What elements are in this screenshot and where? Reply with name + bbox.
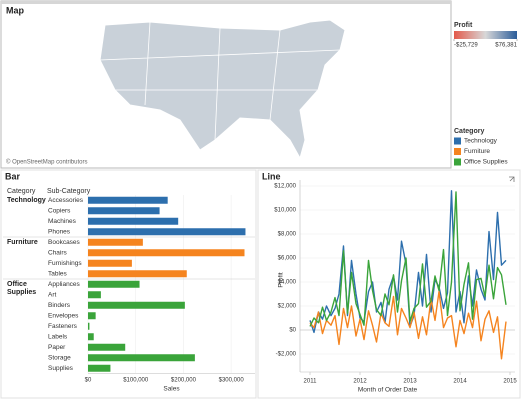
y-tick-label: $12,000 — [274, 184, 296, 190]
bar — [88, 343, 126, 351]
category-label: Appliances — [48, 281, 81, 288]
column-header: Sub-Category — [47, 188, 91, 195]
bar — [88, 354, 195, 362]
y-tick-label: $10,000 — [274, 208, 296, 214]
category-label: Machines — [48, 218, 77, 225]
x-tick-label: 2011 — [304, 379, 318, 385]
category-label: Fasteners — [48, 323, 78, 330]
category-legend-title: Category — [454, 128, 484, 135]
bar — [88, 217, 179, 225]
category-label: Bookcases — [48, 239, 81, 246]
chart-title: Line — [262, 171, 281, 181]
bar — [88, 301, 185, 309]
category-label: Storage — [48, 354, 71, 361]
category-label: Paper — [48, 344, 66, 351]
category-label: Binders — [48, 302, 71, 309]
x-tick-label: 2012 — [353, 379, 367, 385]
map-title: Map — [6, 5, 25, 15]
category-label: Art — [48, 291, 57, 298]
state-borders — [99, 21, 341, 141]
legend-title: Profit — [454, 22, 473, 29]
bar — [88, 238, 143, 246]
bar — [88, 196, 168, 204]
y-tick-label: $8,000 — [278, 232, 297, 238]
category-label: Phones — [48, 228, 71, 235]
x-tick-label: $200,000 — [171, 378, 197, 384]
profit-gradient — [454, 31, 517, 39]
y-tick-label: $2,000 — [278, 304, 297, 310]
line-series — [309, 290, 507, 360]
x-axis-label: Sales — [163, 386, 180, 393]
group-label: Technology — [7, 197, 46, 204]
legend-swatch — [454, 158, 461, 166]
bar — [88, 364, 111, 372]
bar — [88, 207, 160, 215]
x-tick-label: $300,000 — [219, 378, 245, 384]
category-label: Accessories — [48, 197, 84, 204]
legend-label: Furniture — [464, 148, 490, 155]
legend-label: Technology — [464, 138, 498, 145]
category-label: Labels — [48, 333, 68, 340]
map-attribution: © OpenStreetMap contributors — [6, 159, 87, 166]
y-tick-label: $4,000 — [278, 280, 297, 286]
group-label: Furniture — [7, 239, 38, 246]
category-label: Supplies — [48, 365, 74, 372]
bar — [88, 291, 101, 299]
x-tick-label: $0 — [85, 378, 92, 384]
x-tick-label: 2015 — [503, 379, 517, 385]
category-label: Envelopes — [48, 312, 79, 319]
chart-title: Bar — [5, 171, 21, 181]
row-header: Category — [7, 188, 36, 195]
us-map — [99, 19, 346, 160]
y-tick-label: -$2,000 — [276, 352, 297, 358]
line-series — [309, 191, 507, 327]
legend-swatch — [454, 148, 461, 155]
y-tick-label: $0 — [289, 328, 296, 334]
bar — [88, 280, 140, 288]
bar — [88, 259, 132, 267]
bar — [88, 270, 187, 278]
bar — [88, 249, 245, 257]
legend-label: Office Supplies — [464, 159, 508, 166]
line-panel — [257, 169, 521, 399]
group-label: Office Supplies — [7, 281, 36, 296]
category-label: Chairs — [48, 249, 68, 256]
expand-icon[interactable] — [509, 176, 515, 182]
bar — [88, 312, 96, 320]
category-label: Tables — [48, 270, 68, 277]
bar — [88, 228, 246, 236]
bar — [88, 322, 90, 330]
legend-swatch — [454, 137, 461, 145]
x-axis-label: Month of Order Date — [358, 387, 418, 394]
x-tick-label: $100,000 — [123, 378, 149, 384]
legend-min: -$25,729 — [454, 43, 478, 49]
x-tick-label: 2013 — [403, 379, 417, 385]
legend-max: $76,381 — [495, 43, 517, 49]
bar — [88, 333, 94, 341]
y-axis-label: Profit — [278, 272, 285, 287]
panel-bar — [1, 1, 451, 4]
category-label: Furnishings — [48, 260, 82, 267]
category-label: Copiers — [48, 207, 71, 214]
y-tick-label: $6,000 — [278, 256, 297, 262]
x-tick-label: 2014 — [453, 379, 467, 385]
